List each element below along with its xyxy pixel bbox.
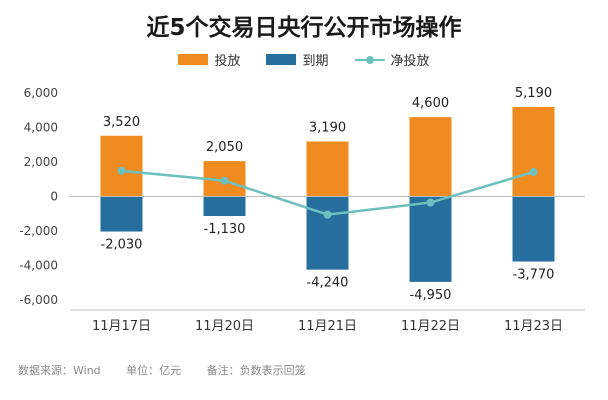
data-label-maturity: -4,950 (410, 288, 452, 303)
data-label-injection: 4,600 (412, 96, 449, 111)
y-tick-label: 2,000 (24, 155, 58, 169)
chart-title: 近5个交易日央行公开市场操作 (146, 15, 462, 41)
bar-injection (100, 135, 143, 197)
y-tick-label: -6,000 (19, 293, 58, 307)
net-point (529, 168, 538, 177)
chart-legend: 投放 到期 净投放 (0, 50, 608, 69)
y-tick-label: -4,000 (19, 259, 58, 273)
net-point (117, 166, 126, 175)
net-point (220, 176, 229, 185)
y-tick-label: 4,000 (24, 121, 58, 135)
bar-injection (306, 141, 349, 197)
bar-injection (512, 106, 555, 197)
data-label-injection: 5,190 (515, 86, 552, 101)
data-label-injection: 3,190 (309, 120, 346, 135)
footer-unit: 单位：亿元 (126, 364, 182, 377)
footer-note: 备注：负数表示回笼 (206, 364, 306, 377)
y-tick-label: 6,000 (24, 86, 58, 100)
legend-label-net: 净投放 (390, 54, 430, 69)
bar-maturity (100, 196, 143, 232)
data-label-maturity: -3,770 (513, 268, 555, 283)
x-tick-label: 11月20日 (195, 319, 254, 334)
data-label-injection: 3,520 (103, 115, 140, 130)
y-tick-label: -2,000 (19, 224, 58, 238)
legend-item-net: 净投放 (354, 50, 430, 69)
legend-label-injection: 投放 (214, 54, 241, 69)
chart-footer: 数据来源：Wind 单位：亿元 备注：负数表示回笼 (18, 362, 328, 378)
net-point (323, 210, 332, 219)
bar-maturity (306, 196, 349, 270)
legend-item-maturity: 到期 (266, 50, 329, 69)
y-tick-label: 0 (50, 190, 58, 204)
x-tick-label: 11月23日 (504, 319, 563, 334)
bar-injection (409, 117, 452, 197)
bar-maturity (409, 196, 452, 282)
data-label-maturity: -1,130 (204, 222, 246, 237)
x-tick-label: 11月22日 (401, 319, 460, 334)
x-tick-label: 11月21日 (298, 319, 357, 334)
legend-swatch-injection (178, 54, 209, 65)
data-label-maturity: -4,240 (307, 276, 349, 291)
data-label-injection: 2,050 (206, 140, 243, 155)
bar-maturity (203, 196, 246, 216)
bar-maturity (512, 196, 555, 262)
legend-swatch-net (354, 54, 385, 66)
net-point (426, 198, 435, 207)
data-label-maturity: -2,030 (101, 238, 143, 253)
x-tick-label: 11月17日 (92, 319, 151, 334)
legend-swatch-maturity (266, 54, 297, 65)
legend-label-maturity: 到期 (302, 54, 329, 69)
footer-source: 数据来源：Wind (18, 364, 101, 377)
legend-item-injection: 投放 (178, 50, 240, 69)
